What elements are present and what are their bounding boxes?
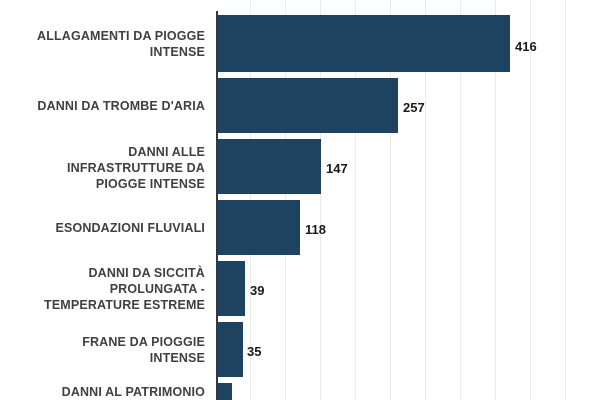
bar-row[interactable]: DANNI ALLE INFRASTRUTTURE DA PIOGGE INTE… bbox=[0, 139, 600, 194]
category-label: DANNI ALLE INFRASTRUTTURE DA PIOGGE INTE… bbox=[67, 145, 205, 191]
gridline bbox=[565, 0, 566, 400]
gridline bbox=[355, 0, 356, 400]
bar-row[interactable]: DANNI AL PATRIMONIO bbox=[0, 383, 600, 400]
bar-row[interactable]: FRANE DA PIOGGIE INTENSE 35 bbox=[0, 322, 600, 377]
bar-value-label: 416 bbox=[515, 39, 537, 54]
category-axis-line bbox=[216, 11, 218, 400]
gridline bbox=[425, 0, 426, 400]
category-label: ALLAGAMENTI DA PIOGGE INTENSE bbox=[37, 29, 205, 59]
bar[interactable] bbox=[218, 200, 300, 255]
gridline bbox=[320, 0, 321, 400]
category-label: DANNI DA TROMBE D'ARIA bbox=[37, 99, 205, 113]
bar-row[interactable]: ESONDAZIONI FLUVIALI 118 bbox=[0, 200, 600, 255]
category-label: ESONDAZIONI FLUVIALI bbox=[55, 221, 205, 235]
bar[interactable] bbox=[218, 78, 398, 133]
bar-value-label: 39 bbox=[250, 283, 265, 298]
category-label: DANNI AL PATRIMONIO bbox=[61, 385, 205, 399]
bar[interactable] bbox=[218, 261, 245, 316]
bar[interactable] bbox=[218, 139, 321, 194]
bar-row[interactable]: ALLAGAMENTI DA PIOGGE INTENSE 416 bbox=[0, 15, 600, 72]
bar-row[interactable]: DANNI DA TROMBE D'ARIA 257 bbox=[0, 78, 600, 133]
bar[interactable] bbox=[218, 322, 243, 377]
category-label: FRANE DA PIOGGIE INTENSE bbox=[82, 335, 205, 365]
gridline bbox=[495, 0, 496, 400]
bar-value-label: 147 bbox=[326, 161, 348, 176]
gridline bbox=[390, 0, 391, 400]
bar-value-label: 35 bbox=[247, 344, 262, 359]
gridline bbox=[460, 0, 461, 400]
bar-row[interactable]: DANNI DA SICCITÀ PROLUNGATA - TEMPERATUR… bbox=[0, 261, 600, 316]
bar-value-label: 118 bbox=[305, 222, 326, 237]
category-label: DANNI DA SICCITÀ PROLUNGATA - TEMPERATUR… bbox=[44, 266, 205, 312]
bar[interactable] bbox=[218, 383, 232, 400]
bar-value-label: 257 bbox=[403, 100, 425, 115]
gridline bbox=[530, 0, 531, 400]
bar[interactable] bbox=[218, 15, 510, 72]
